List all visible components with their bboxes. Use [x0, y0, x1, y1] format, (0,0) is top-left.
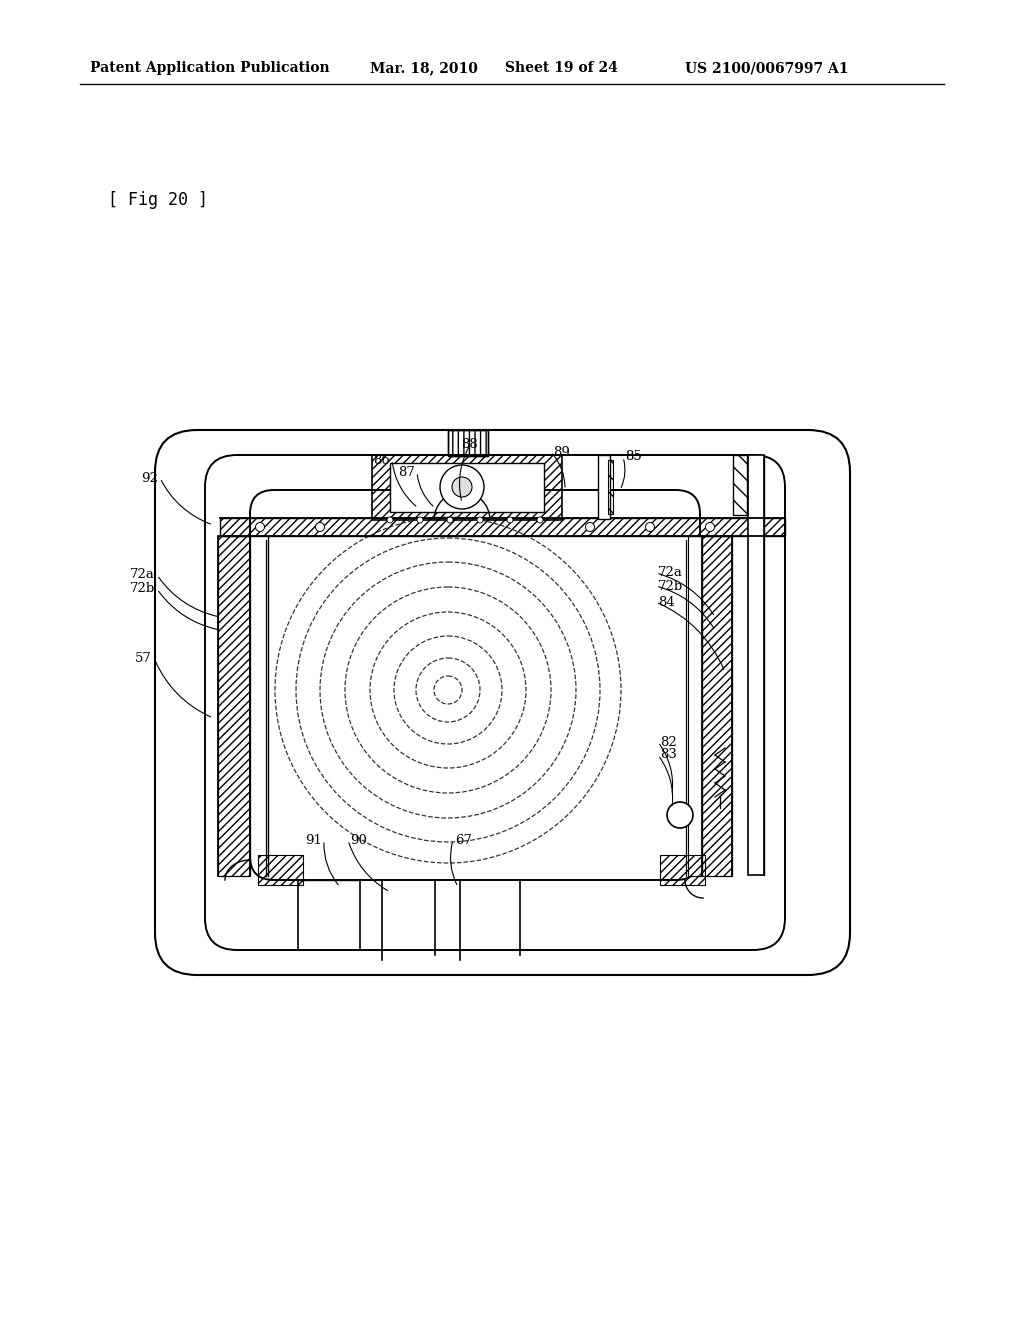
- Bar: [608, 459, 613, 513]
- Text: 57: 57: [135, 652, 152, 664]
- Circle shape: [417, 517, 423, 523]
- FancyBboxPatch shape: [205, 455, 785, 950]
- Bar: [220, 517, 785, 536]
- Bar: [372, 455, 562, 520]
- Bar: [733, 455, 746, 515]
- Text: 82: 82: [660, 735, 677, 748]
- Bar: [702, 536, 732, 876]
- Circle shape: [256, 523, 264, 532]
- Circle shape: [586, 523, 595, 532]
- Circle shape: [440, 465, 484, 510]
- Text: 90: 90: [350, 833, 367, 846]
- FancyBboxPatch shape: [155, 430, 850, 975]
- Bar: [390, 463, 544, 512]
- Text: US 2100/0067997 A1: US 2100/0067997 A1: [685, 61, 849, 75]
- Text: [ Fig 20 ]: [ Fig 20 ]: [108, 191, 208, 209]
- Text: 67: 67: [455, 833, 472, 846]
- Bar: [688, 536, 702, 876]
- Circle shape: [537, 517, 543, 523]
- Circle shape: [645, 523, 654, 532]
- Bar: [748, 455, 764, 875]
- Circle shape: [706, 523, 715, 532]
- Text: 72a: 72a: [130, 569, 155, 582]
- Text: 91: 91: [305, 833, 322, 846]
- Text: 88: 88: [462, 438, 478, 451]
- Text: Sheet 19 of 24: Sheet 19 of 24: [505, 61, 617, 75]
- Bar: [218, 536, 250, 876]
- Bar: [660, 855, 705, 884]
- Text: 89: 89: [553, 446, 570, 458]
- Bar: [258, 855, 303, 884]
- Text: Patent Application Publication: Patent Application Publication: [90, 61, 330, 75]
- Text: Mar. 18, 2010: Mar. 18, 2010: [370, 61, 478, 75]
- Text: 72a: 72a: [658, 566, 683, 579]
- Bar: [598, 455, 610, 519]
- Circle shape: [477, 517, 483, 523]
- Bar: [449, 430, 488, 455]
- Bar: [449, 430, 488, 455]
- Circle shape: [387, 517, 393, 523]
- Text: 84: 84: [658, 595, 675, 609]
- Text: 87: 87: [398, 466, 415, 479]
- Text: 86: 86: [373, 454, 390, 466]
- Text: 85: 85: [625, 450, 642, 463]
- Circle shape: [507, 517, 513, 523]
- Text: 92: 92: [141, 471, 158, 484]
- Circle shape: [667, 803, 693, 828]
- Text: 72b: 72b: [658, 579, 683, 593]
- FancyBboxPatch shape: [250, 490, 700, 880]
- Circle shape: [447, 517, 453, 523]
- Circle shape: [452, 477, 472, 498]
- Text: 72b: 72b: [130, 582, 155, 595]
- Bar: [733, 455, 746, 515]
- Text: 83: 83: [660, 748, 677, 762]
- Circle shape: [315, 523, 325, 532]
